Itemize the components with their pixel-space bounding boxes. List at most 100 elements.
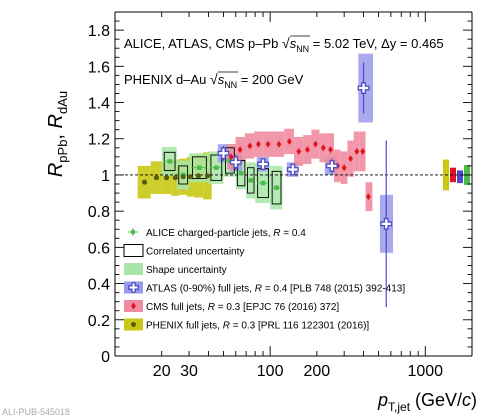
data-markers [141,62,393,308]
legend-text-main: PHENIX full jets, [146,321,223,332]
legend-text: CMS full jets, R = 0.3 [EPJC 76 (2016) 3… [146,302,339,313]
phenix-point [141,179,148,185]
legend-text-post: = 0.3 [EPJC 76 (2016) 372] [215,302,339,313]
alice-point [197,165,202,170]
cms-point [286,138,292,145]
y-title-sep: , [45,128,67,139]
normalization-box [457,170,463,184]
alice-point [274,185,279,190]
header-line2-pre: PHENIX d–Au [124,72,210,87]
legend-key-box [124,263,143,275]
atlas-point [380,217,393,230]
alice-point [260,180,266,186]
legend-text-r: R [223,321,230,332]
cms-point [265,140,271,148]
header-line1-s: s [290,36,297,51]
y-tick-label: 1.4 [88,96,110,113]
phenix-point [180,174,186,180]
legend-text-main: Shape uncertainty [146,265,227,276]
legend-text-r: R [208,302,215,313]
x-axis-title-p: p [377,390,388,410]
header-line2-s: s [218,72,225,87]
phenix-point [205,173,211,179]
legend-text: Correlated uncertainty [146,247,244,258]
legend-text-main: ALICE charged-particle jets, [146,228,273,239]
x-axis-title-c: c [462,390,471,410]
atlas-point [286,163,299,176]
phenix-point [187,174,193,180]
cms-point [237,146,243,154]
x-tick-label: 1000 [407,363,443,380]
legend-key-marker [131,302,136,310]
phenix-point [164,175,170,181]
cms-point [276,140,282,148]
alice-point [167,159,172,164]
alice-point [214,165,219,170]
legend-text: PHENIX full jets, R = 0.3 [PRL 116 12230… [146,321,369,332]
legend-key-marker [130,321,137,328]
y-tick-label: 0.8 [88,204,110,221]
legend-item-correlated: Correlated uncertainty [123,244,244,258]
cms-point [366,193,371,201]
header-line2-post: = 200 GeV [237,72,303,87]
axes: 0 0.2 0.4 0.6 0.8 1 1.2 1.4 1.6 1.8 20 30 100 200 1000… [45,11,477,414]
atlas-point [257,158,269,170]
y-title-r2: R [45,114,67,128]
y-tick-label: 0 [101,349,110,366]
legend-text-main: CMS full jets, [146,302,208,313]
y-tick-label: 1.6 [88,59,110,76]
legend-text-post: = 0.3 [PRL 116 122301 (2016)] [230,321,369,332]
x-axis-title-unit: (GeV/ [410,390,462,410]
y-title-sub2: dAu [55,91,70,114]
alice-correlated-box [271,170,282,205]
header-line1-post: = 5.02 TeV, Δy = 0.465 [309,36,443,51]
legend-text-main: ATLAS (0-90%) full jets, [146,284,255,295]
legend-text-post: = 0.4 [281,228,307,239]
phenix-point [153,175,160,181]
legend-text-main: Correlated uncertainty [146,247,244,258]
legend-item-phenix: PHENIX full jets, R = 0.3 [PRL 116 12230… [124,318,369,332]
cms-point [328,146,333,154]
atlas-point [325,159,338,172]
x-axis-title: pT,jet (GeV/c) [377,390,477,414]
legend-text: ATLAS (0-90%) full jets, R = 0.4 [PLB 74… [146,284,405,295]
legend-item-alice-points: ALICE charged-particle jets, R = 0.4 [128,228,306,239]
cms-point [305,146,310,154]
alice-point [248,178,254,183]
atlas-point [217,147,230,160]
cms-point [354,147,360,155]
atlas-point [357,82,370,94]
legend-text-r: R [255,284,262,295]
legend-key-marker [131,230,135,234]
cms-point [296,147,302,155]
y-tick-label: 1.2 [88,132,110,149]
alice-correlated-box [247,167,255,194]
legend-item-atlas: ATLAS (0-90%) full jets, R = 0.4 [PLB 74… [124,281,405,295]
legend-item-cms: CMS full jets, R = 0.3 [EPJC 76 (2016) 3… [124,300,339,313]
x-tick-label: 20 [153,363,171,380]
legend-text: ALICE charged-particle jets, R = 0.4 [146,228,306,239]
annotations: ALICE, ATLAS, CMS p–Pb √sNN = 5.02 TeV, … [2,35,444,417]
x-tick-label: 200 [304,363,331,380]
legend-key-marker [128,282,139,293]
x-tick-label: 100 [257,363,284,380]
header-line1-sqrt: √ [282,35,290,51]
legend-key-box [123,244,144,257]
header-line2-sqrt: √ [210,71,218,87]
header-line1: ALICE, ATLAS, CMS p–Pb √sNN = 5.02 TeV, … [124,35,444,54]
legend-item-shape: Shape uncertainty [124,263,227,276]
header-line1-pre: ALICE, ATLAS, CMS p–Pb [124,36,282,51]
legend-text-post: = 0.4 [PLB 748 (2015) 392-413] [262,284,405,295]
phenix-point [172,175,178,181]
cms-point [360,147,366,155]
phenix-point [195,173,201,179]
header-line1-nn: NN [296,44,309,54]
y-title-r1: R [45,163,67,177]
atlas-point [229,156,242,169]
legend-text: Shape uncertainty [146,265,227,276]
footer-id: ALI-PUB-545018 [2,407,70,417]
y-tick-label: 1.8 [88,23,110,40]
cms-point [313,140,318,148]
cms-point [247,142,253,150]
